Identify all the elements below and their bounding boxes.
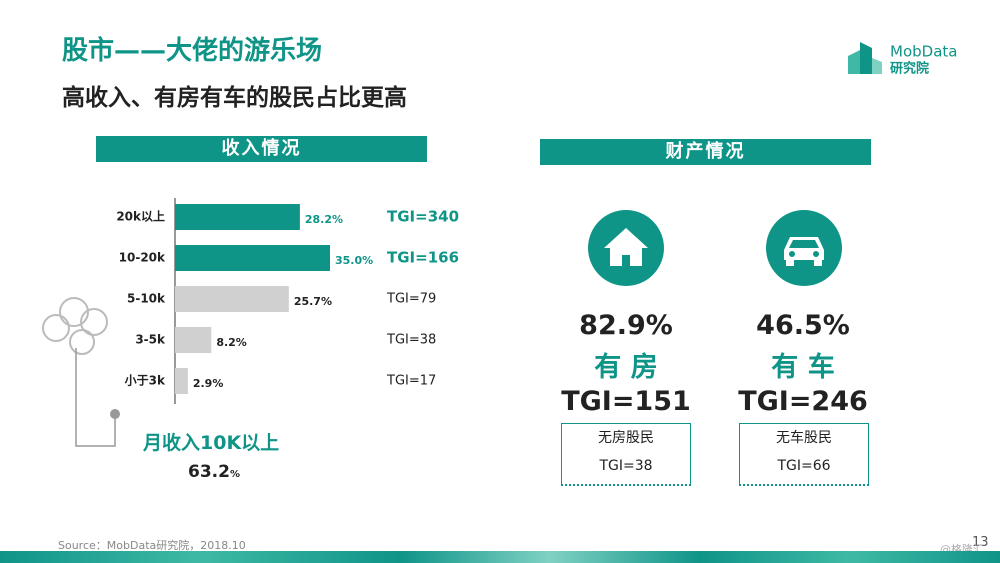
section-header: 收入情况 — [96, 136, 427, 162]
category-label: 小于3k — [125, 373, 166, 388]
category-label: 10-20k — [119, 251, 166, 265]
car-percent: 46.5% — [756, 310, 850, 341]
house-percent: 82.9% — [579, 310, 673, 341]
value-label: 25.7% — [294, 295, 332, 308]
bar — [175, 286, 289, 312]
car-box: 无车股民 TGI=66 — [739, 423, 869, 486]
box-label: 无车股民 — [776, 430, 832, 446]
logo-text: MobData — [890, 43, 957, 61]
value-label: 8.2% — [216, 336, 247, 349]
house-icon — [588, 210, 664, 286]
chart: 20k以上 28.2% TGI=340 10-20k 35.0% TGI=166 5-10k… — [116, 198, 459, 404]
car-label: 有 车 — [771, 352, 835, 383]
bar — [175, 327, 212, 353]
house-tgi: TGI=151 — [561, 386, 691, 417]
source: Source：MobData研究院，2018.10 — [58, 539, 246, 552]
house-label: 有 房 — [594, 352, 658, 383]
title: 股市——大佬的游乐场 — [62, 36, 323, 66]
category-label: 3-5k — [135, 333, 166, 347]
tgi-label: TGI=166 — [387, 249, 459, 267]
value-label: 2.9% — [193, 377, 224, 390]
subtitle: 高收入、有房有车的股民占比更高 — [62, 85, 407, 111]
value-label: 35.0% — [335, 254, 373, 267]
bar — [175, 245, 330, 271]
box-label: 无房股民 — [598, 430, 654, 446]
tgi-label: TGI=17 — [386, 374, 436, 389]
logo: MobData 研究院 — [848, 42, 957, 77]
value-label: 28.2% — [305, 213, 343, 226]
bar — [175, 204, 300, 230]
tgi-label: TGI=79 — [386, 292, 436, 307]
car-tgi: TGI=246 — [738, 386, 868, 417]
summary-label: 月收入10K以上 — [143, 432, 280, 454]
box-tgi: TGI=38 — [599, 458, 653, 474]
category-label: 5-10k — [127, 292, 166, 306]
bar — [175, 368, 188, 394]
logo-sub: 研究院 — [890, 61, 929, 77]
house-box: 无房股民 TGI=38 — [561, 423, 691, 486]
car-icon — [766, 210, 842, 286]
summary-unit: % — [229, 469, 240, 480]
tgi-label: TGI=38 — [386, 333, 436, 348]
category-label: 20k以上 — [116, 209, 165, 224]
bottom-stripe — [0, 551, 1000, 563]
page-number: 13 — [972, 535, 989, 550]
tree-decoration — [42, 297, 120, 447]
section-header: 财产情况 — [540, 139, 871, 165]
summary-number: 63.2 — [188, 462, 230, 482]
summary-value: 63.2% — [188, 462, 240, 482]
tgi-label: TGI=340 — [387, 208, 459, 226]
box-tgi: TGI=66 — [777, 458, 831, 474]
